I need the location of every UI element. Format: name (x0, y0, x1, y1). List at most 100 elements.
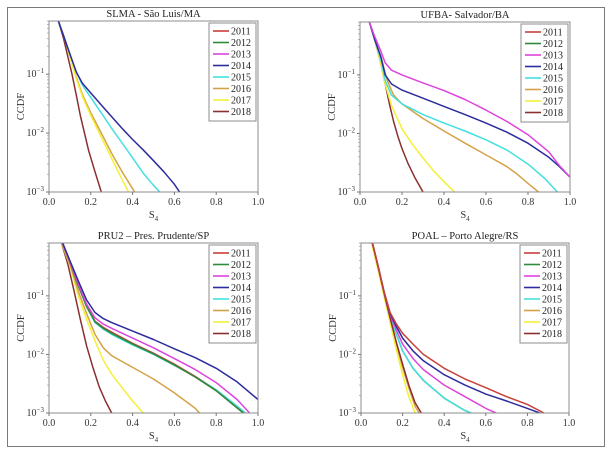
legend-label: 2017 (542, 318, 562, 329)
y-tick-label: 10−2 (338, 126, 356, 139)
plot-area-border (360, 242, 570, 414)
legend-label: 2011 (231, 249, 251, 260)
y-tick-label: 10−3 (339, 406, 357, 419)
x-tick-label: 0.8 (210, 197, 223, 208)
legend-label: 2016 (231, 84, 251, 95)
legend-item-2011: 2011 (525, 28, 563, 39)
plot-area-border (48, 20, 259, 193)
legend-label: 2012 (231, 38, 251, 49)
y-axis-label: CCDF (16, 314, 27, 342)
legend-item-2015: 2015 (524, 295, 562, 306)
legend-box (519, 244, 568, 344)
y-tick-label: 10−1 (27, 289, 45, 302)
series-line-2014 (368, 22, 570, 178)
legend-item-2011: 2011 (213, 27, 251, 38)
x-tick-label: 0.0 (43, 197, 56, 208)
y-tick-label: 10−1 (338, 68, 356, 81)
series-line-2015 (57, 21, 161, 192)
legend-label: 2016 (543, 85, 563, 96)
legend-label: 2016 (231, 306, 251, 317)
series-line-2016 (60, 243, 201, 413)
y-axis-label: CCDF (327, 93, 338, 121)
legend-item-2012: 2012 (213, 38, 251, 49)
legend-item-2014: 2014 (213, 283, 251, 294)
legend-label: 2013 (231, 50, 251, 61)
legend-label: 2017 (543, 97, 563, 108)
y-tick-label: 10−2 (27, 347, 45, 360)
legend-item-2013: 2013 (213, 272, 251, 283)
legend-item-2017: 2017 (213, 96, 251, 107)
x-tick-label: 1.0 (563, 418, 576, 429)
series-lines (370, 243, 545, 413)
x-axis-label: S4 (149, 210, 159, 223)
series-line-2018 (60, 243, 113, 413)
legend-item-2015: 2015 (213, 295, 251, 306)
x-tick-label: 1.0 (252, 418, 265, 429)
series-line-2013 (61, 243, 251, 413)
legend-item-2012: 2012 (524, 260, 562, 271)
legend-label: 2011 (543, 28, 563, 39)
legend-box (520, 23, 569, 123)
y-tick-label: 10−3 (27, 406, 45, 419)
legend-label: 2016 (542, 306, 562, 317)
legend-item-2017: 2017 (524, 318, 562, 329)
plot-area-border (359, 21, 571, 193)
legend-box (208, 22, 257, 122)
x-tick-label: 0.6 (480, 197, 493, 208)
series-line-2016 (368, 22, 539, 192)
x-tick-label: 0.8 (521, 418, 534, 429)
panel-slma: SLMA - São Luis/MA 0.0 0.2 0.4 0.6 0.8 1.0 10−1… (16, 9, 264, 223)
legend-box (208, 244, 257, 344)
panel-ufba: UFBA- Salvador/BA 0.0 0.2 0.4 0.6 0.8 1.0 10−1 1… (327, 10, 576, 223)
x-tick-label: 0.0 (355, 418, 368, 429)
legend-label: 2014 (231, 61, 251, 72)
series-line-2017 (368, 22, 456, 192)
legend-label: 2015 (231, 295, 251, 306)
series-lines (368, 22, 570, 192)
legend-label: 2011 (542, 249, 562, 260)
x-axis-label: S4 (149, 431, 159, 444)
legend-label: 2015 (231, 73, 251, 84)
legend-label: 2011 (231, 27, 251, 38)
x-tick-label: 0.4 (126, 197, 139, 208)
y-axis-label: CCDF (328, 314, 339, 342)
legend-item-2016: 2016 (524, 306, 562, 317)
chart-title: SLMA - São Luis/MA (106, 9, 201, 20)
chart-title: POAL – Porto Alegre/RS (412, 231, 519, 242)
x-tick-label: 1.0 (252, 197, 265, 208)
legend-item-2015: 2015 (525, 74, 563, 85)
legend-label: 2012 (231, 260, 251, 271)
series-line-2014 (61, 243, 258, 401)
legend-item-2016: 2016 (213, 84, 251, 95)
x-tick-label: 0.6 (168, 197, 181, 208)
legend-label: 2018 (231, 107, 251, 118)
legend-item-2012: 2012 (213, 260, 251, 271)
series-line-2015 (371, 243, 472, 413)
legend-item-2014: 2014 (525, 62, 563, 73)
legend-item-2017: 2017 (525, 97, 563, 108)
legend-label: 2013 (543, 51, 563, 62)
series-lines (60, 243, 258, 413)
legend-item-2018: 2018 (213, 329, 251, 340)
series-line-2017 (60, 243, 144, 413)
legend-label: 2014 (542, 283, 562, 294)
x-tick-label: 0.4 (438, 418, 451, 429)
legend-item-2012: 2012 (525, 39, 563, 50)
x-axis-label: S4 (460, 210, 470, 223)
y-tick-label: 10−3 (27, 185, 45, 198)
x-tick-label: 0.6 (168, 418, 181, 429)
legend-label: 2018 (543, 108, 563, 119)
series-line-2018 (57, 21, 103, 192)
legend-label: 2013 (542, 272, 562, 283)
x-tick-label: 0.2 (396, 197, 409, 208)
legend-item-2014: 2014 (213, 61, 251, 72)
legend-item-2018: 2018 (213, 107, 251, 118)
legend-label: 2013 (231, 272, 251, 283)
x-tick-label: 0.4 (126, 418, 139, 429)
x-axis-label: S4 (460, 431, 470, 444)
x-tick-label: 1.0 (564, 197, 577, 208)
